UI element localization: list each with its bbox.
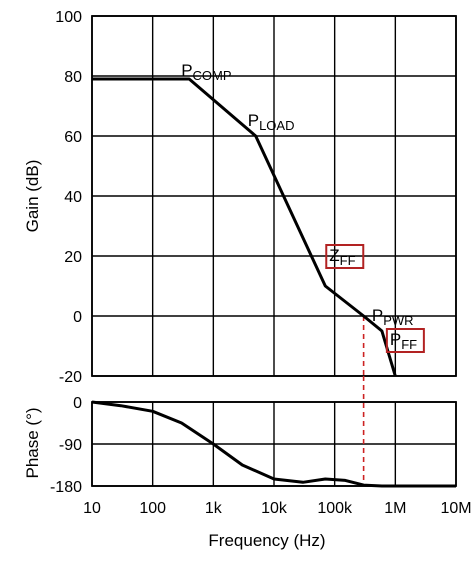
y-tick-label: 40 xyxy=(64,189,82,206)
annotation-box xyxy=(385,328,425,353)
y-tick-label: 20 xyxy=(64,249,82,266)
y-tick-label: -90 xyxy=(59,437,82,454)
annotation-p-load: PLOAD xyxy=(248,111,295,133)
x-tick-label: 10k xyxy=(261,500,288,517)
annotation-p-pwr: PPWR xyxy=(372,306,414,328)
x-axis-title: Frequency (Hz) xyxy=(208,531,325,550)
annotation-box xyxy=(325,244,365,269)
y-tick-label: -180 xyxy=(50,479,82,496)
x-tick-label: 10M xyxy=(440,500,471,517)
plot-frame xyxy=(91,401,457,487)
plot-frame xyxy=(91,15,457,377)
x-tick-label: 10 xyxy=(83,500,101,517)
phase-curve xyxy=(91,400,456,488)
y-tick-label: 0 xyxy=(73,395,82,412)
gain-curve xyxy=(92,77,397,377)
x-tick-label: 1M xyxy=(384,500,406,517)
y-tick-label: 80 xyxy=(64,69,82,86)
y-tick-label: -20 xyxy=(59,369,82,386)
y-tick-label: 100 xyxy=(55,9,82,26)
y-tick-label: 60 xyxy=(64,129,82,146)
y-tick-label: 0 xyxy=(73,309,82,326)
phase-axis-title: Phase (°) xyxy=(23,407,42,478)
x-tick-label: 100 xyxy=(139,500,166,517)
annotation-z-ff: ZFF xyxy=(329,246,355,268)
x-tick-label: 100k xyxy=(317,500,353,517)
annotation-p-comp: PCOMP xyxy=(181,61,231,83)
annotation-p-ff: PFF xyxy=(390,330,417,352)
gain-axis-title: Gain (dB) xyxy=(23,160,42,233)
x-tick-label: 1k xyxy=(205,500,223,517)
